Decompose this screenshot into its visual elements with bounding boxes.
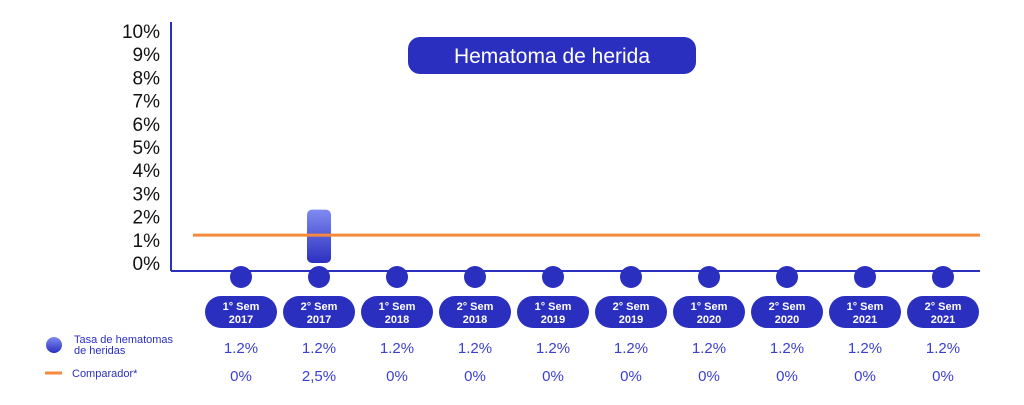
category-pill-bg [283,296,355,328]
legend-comparator-label: Comparador* [72,368,138,380]
series-2-value: 0% [776,368,798,385]
x-marker [620,266,642,288]
y-tick-label: 0% [133,254,161,275]
series-1-value: 1.2% [224,340,258,357]
series-2-value: 0% [230,368,252,385]
series-1-value: 1.2% [458,340,492,357]
series-1-value: 1.2% [692,340,726,357]
category-label-line2: 2021 [931,314,955,326]
series-1-value: 1.2% [380,340,414,357]
series-1-value: 1.2% [302,340,336,357]
y-tick-label: 10% [122,22,160,43]
x-marker [386,266,408,288]
series-2-value: 0% [932,368,954,385]
y-tick-label: 1% [133,231,161,252]
series-1-value: 1.2% [848,340,882,357]
y-tick-labels: 0%1%2% 3%4%5%6%7% 8%9%10% [122,22,160,275]
series-2-value: 0% [854,368,876,385]
chart-title-pill [408,37,696,74]
y-tick-label: 8% [133,68,161,89]
chart-title-text: Hematoma de herida [454,45,650,68]
series-2-value: 0% [542,368,564,385]
category-label-line2: 2018 [463,314,487,326]
y-tick-label: 3% [133,184,161,205]
x-marker [308,266,330,288]
chart-title: Hematoma de herida [408,37,696,74]
category-label-line1: 2° Sem [769,301,806,313]
category-label-line1: 2° Sem [301,301,338,313]
legend-rate-label-line1: Tasa de hematomas [74,334,174,346]
series-2-value-row: 0% 2,5% 0% 0% 0% 0% 0% 0% 0% 0% [230,368,954,385]
category-label-line1: 1° Sem [379,301,416,313]
category-label-line1: 2° Sem [613,301,650,313]
y-tick-label: 2% [133,208,161,229]
category-pill-bg [829,296,901,328]
series-2-value: 2,5% [302,368,336,385]
x-markers [230,266,954,288]
y-tick-label: 5% [133,138,161,159]
category-label-line2: 2018 [385,314,409,326]
x-marker [230,266,252,288]
x-marker [698,266,720,288]
category-pill-bg [361,296,433,328]
category-label-line2: 2017 [307,314,331,326]
category-label-line2: 2017 [229,314,253,326]
series-1-value: 1.2% [614,340,648,357]
x-marker [932,266,954,288]
category-label-line2: 2019 [541,314,565,326]
y-tick-label: 6% [133,115,161,136]
series-2-value: 0% [386,368,408,385]
x-marker [854,266,876,288]
category-label-line2: 2020 [697,314,721,326]
x-marker [542,266,564,288]
series-2-value: 0% [620,368,642,385]
x-marker [464,266,486,288]
series-1-value: 1.2% [770,340,804,357]
legend-rate-marker [46,337,62,353]
category-pill-bg [439,296,511,328]
series-1-value-row: 1.2% 1.2% 1.2% 1.2% 1.2% 1.2% 1.2% 1.2% 1.2% 1.2% [224,340,960,357]
series-1-value: 1.2% [536,340,570,357]
series-2-value: 0% [464,368,486,385]
category-label-line1: 2° Sem [925,301,962,313]
category-pill-bg [751,296,823,328]
legend: Tasa de hematomas de heridas Comparador* [45,334,174,380]
category-pill-bg [595,296,667,328]
category-label-line1: 1° Sem [691,301,728,313]
y-tick-label: 9% [133,45,161,66]
category-pill-bg [205,296,277,328]
category-label-line2: 2019 [619,314,643,326]
category-pill-bg [517,296,589,328]
category-label-line1: 1° Sem [847,301,884,313]
category-label-line1: 2° Sem [457,301,494,313]
category-label-line1: 1° Sem [535,301,572,313]
series-2-value: 0% [698,368,720,385]
category-label-line2: 2021 [853,314,877,326]
series-1-value: 1.2% [926,340,960,357]
y-tick-label: 4% [133,161,161,182]
category-pill-bg [907,296,979,328]
y-tick-label: 7% [133,92,161,113]
category-label-line1: 1° Sem [223,301,260,313]
x-marker [776,266,798,288]
category-label-line2: 2020 [775,314,799,326]
legend-rate-label-line2: de heridas [74,345,126,357]
category-pill-bg [673,296,745,328]
